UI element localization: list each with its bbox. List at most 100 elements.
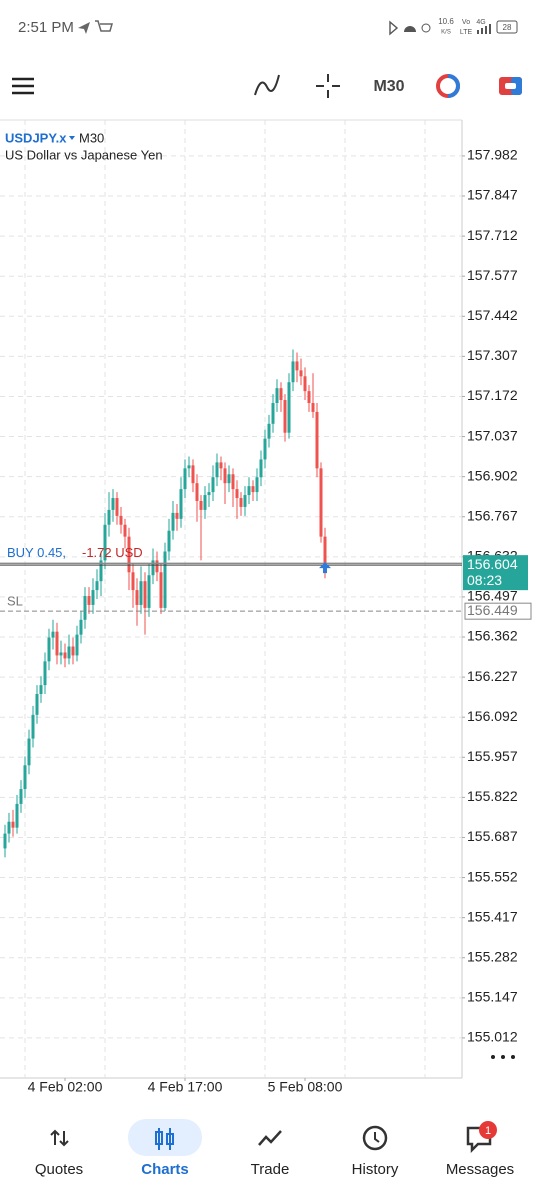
candle-body [111,498,115,510]
y-tick-label: 156.362 [467,628,518,644]
trade-tab-icon[interactable] [258,1130,282,1146]
candle-body [267,423,271,439]
candle-body [315,411,319,469]
candle-body [171,512,175,531]
active-tab-pill [128,1119,202,1156]
nav-label[interactable]: Messages [446,1161,514,1178]
candle-body [107,509,111,525]
volte: Vo [462,19,470,26]
candle-body [211,477,215,493]
nav-label[interactable]: Charts [141,1161,189,1178]
x-tick-label: 4 Feb 17:00 [148,1079,223,1095]
candle-body [307,391,311,404]
y-tick-label: 155.957 [467,748,518,764]
candle-body [243,495,247,507]
candle-body [227,474,231,484]
candle-body [191,465,195,484]
hotspot-icon [421,23,431,33]
candle-body [71,646,75,656]
candle-body [175,512,179,519]
candle-body [131,572,135,591]
candle-body [271,403,275,424]
indicators-icon[interactable] [254,74,280,96]
candle-body [23,765,27,790]
position-profit: -1.72 USD [82,545,143,560]
candle-body [287,382,291,433]
candle-body [291,361,295,383]
history-icon[interactable] [362,1125,388,1151]
grid: 157.982 157.847 157.712 157.577 157.442 157.3… [0,120,518,1095]
battery-icon [496,20,518,34]
sl-tag [464,602,532,620]
candle-body [91,590,95,605]
symbol[interactable]: USDJPY.x [5,130,67,145]
candle-body [323,536,327,566]
y-tick-label: 156.902 [467,467,518,483]
candle-body [127,536,131,573]
buy-arrow [319,562,331,574]
candle-body [103,524,107,561]
y-tick-label: 156.497 [467,588,518,604]
price-tag [463,555,528,591]
charts-icon-part [166,1133,174,1145]
y-tick-label: 157.037 [467,427,518,443]
candle-body [311,403,315,412]
candle-body [179,489,183,519]
candle-body [239,498,243,507]
candle-body [187,465,191,469]
candle-body [119,515,123,525]
candle-body [247,486,251,496]
cart-icon [95,20,113,32]
status-time: 2:51 PM [18,19,74,36]
mute-icon [404,26,416,32]
candle-body [75,634,79,656]
candle-body [19,789,23,804]
network: 4G [476,19,485,26]
speed: 10.6 [438,17,454,26]
candle-body [59,652,63,656]
candle-body [51,631,55,638]
quotes-icon[interactable] [50,1129,69,1147]
candles [3,349,327,858]
y-tick-label: 156.767 [467,507,518,523]
candle-body [135,590,139,605]
y-tick-label: 157.577 [467,267,518,283]
subtitle: US Dollar vs Japanese Yen [5,147,163,162]
candle-body [35,694,39,715]
x-tick-label: 5 Feb 08:00 [268,1079,343,1095]
candle-body [207,492,211,496]
period: M30 [79,130,104,145]
candle-body [251,486,255,493]
y-tick-label: 156.227 [467,668,518,684]
candle-body [67,646,71,659]
current-price: 156.604 [467,556,518,572]
nav-label[interactable]: History [352,1161,399,1178]
candle-body [259,459,263,478]
bluetooth-icon [389,20,399,36]
sl-price: 156.449 [467,602,518,618]
menu-icon[interactable] [12,77,34,95]
speed-unit: K/S [441,30,451,36]
crosshair-icon[interactable] [316,74,340,98]
telegram-icon [78,22,90,34]
candle-body [155,560,159,573]
candle-body [255,477,259,493]
timeframe-button[interactable]: M30 [373,78,404,95]
candle-body [99,560,103,582]
candle-body [283,400,287,433]
candle-body [167,530,171,552]
nav-label[interactable]: Trade [251,1161,290,1178]
badge-count: 1 [485,1125,491,1137]
more-dot[interactable] [491,1055,495,1059]
y-tick-label: 157.847 [467,187,518,203]
candle-body [39,685,43,695]
y-tick-label: 155.417 [467,908,518,924]
y-tick-label: 155.012 [467,1029,518,1045]
charts-icon[interactable] [155,1131,163,1145]
candle-body [147,575,151,608]
nav-label[interactable]: Quotes [35,1161,83,1178]
badge [479,1121,497,1139]
symbol-dropdown[interactable] [69,136,75,140]
